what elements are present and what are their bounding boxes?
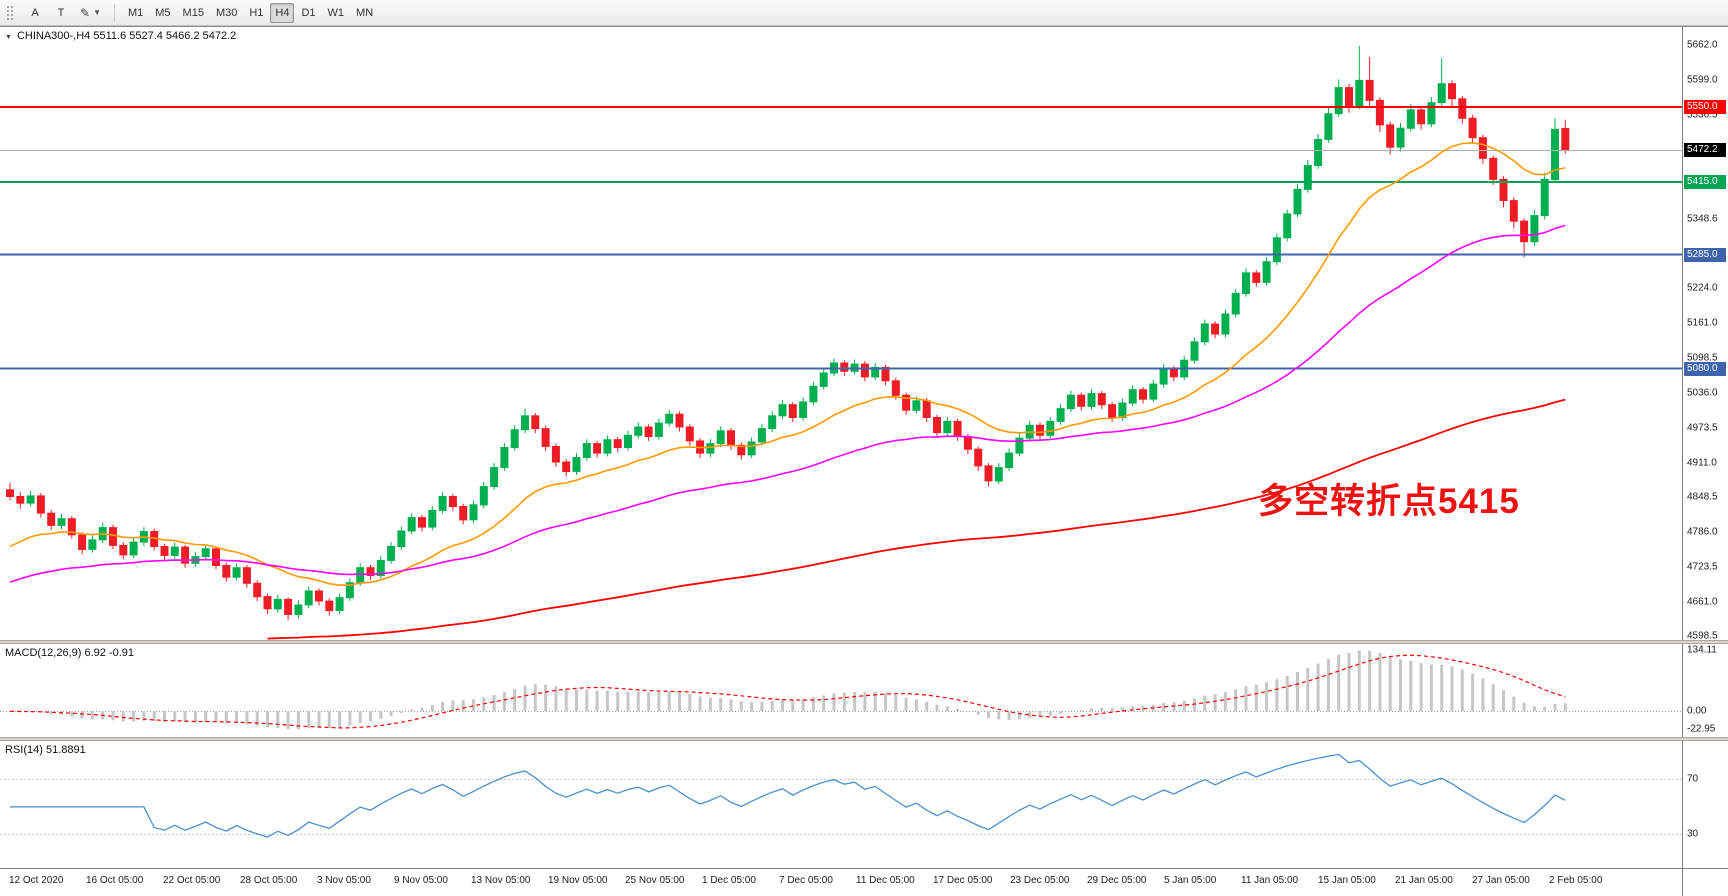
time-axis-label: 5 Jan 05:00	[1164, 875, 1217, 886]
time-axis-label: 28 Oct 05:00	[240, 875, 298, 886]
time-axis-label: 7 Dec 05:00	[779, 875, 833, 886]
price-axis-tick: 5599.0	[1687, 74, 1718, 86]
time-axis-label: 13 Nov 05:00	[471, 875, 531, 886]
chart-title-text: CHINA300-,H4 5511.6 5527.4 5466.2 5472.2	[16, 30, 237, 42]
price-panel: ▼ CHINA300-,H4 5511.6 5527.4 5466.2 5472…	[0, 27, 1728, 640]
time-axis-label: 2 Feb 05:00	[1549, 875, 1603, 886]
price-axis-tick: 5161.0	[1687, 317, 1718, 329]
time-axis-label: 11 Jan 05:00	[1241, 875, 1299, 886]
rsi-chart-plot[interactable]	[0, 741, 1682, 868]
rsi-panel: RSI(14) 51.8891 70 30	[0, 741, 1728, 868]
timeframe-m15-button[interactable]: M15	[182, 6, 204, 19]
price-axis-tick: 5036.0	[1687, 387, 1718, 399]
time-axis-label: 11 Dec 05:00	[856, 875, 915, 886]
price-axis-tick: 5348.6	[1687, 213, 1718, 225]
price-level-badge: 5550.0	[1684, 100, 1726, 115]
price-axis-tick: 5662.0	[1687, 39, 1718, 51]
rsi-axis-tick: 70	[1687, 773, 1699, 785]
price-axis-tick: 5224.0	[1687, 282, 1718, 294]
time-axis-label: 17 Dec 05:00	[933, 875, 993, 886]
macd-label: MACD(12,26,9) 6.92 -0.91	[5, 647, 135, 659]
macd-axis-tick: -22.95	[1687, 723, 1716, 735]
price-axis-tick: 5536.5	[1687, 109, 1718, 121]
timeframe-d1-button[interactable]: D1	[301, 6, 316, 19]
chart-annotation[interactable]: 多空转折点5415	[1258, 482, 1520, 521]
time-axis[interactable]: 12 Oct 2020 16 Oct 05:00 22 Oct 05:00 28 Oc…	[0, 868, 1728, 896]
price-level-badge: 5080.0	[1684, 361, 1726, 376]
panel-splitter[interactable]	[0, 640, 1728, 644]
chart-window: ▼ CHINA300-,H4 5511.6 5527.4 5466.2 5472…	[0, 26, 1728, 896]
macd-axis-tick: 134.11	[1687, 644, 1717, 656]
rsi-label: RSI(14) 51.8891	[5, 744, 86, 756]
cursor-tool-button[interactable]: A	[31, 6, 39, 19]
macd-panel: MACD(12,26,9) 6.92 -0.91 134.11 0.00 -22.9…	[0, 644, 1728, 737]
macd-axis[interactable]: 134.11 0.00 -22.95	[1682, 644, 1728, 737]
time-axis-label: 23 Dec 05:00	[1010, 875, 1070, 886]
price-axis-tick: 4848.5	[1687, 491, 1718, 503]
price-axis-tick: 4661.0	[1687, 596, 1718, 608]
toolbar: A T ✎ ▼ M1 M5 M15 M30 H1 H4 D1 W1 MN	[0, 0, 1728, 26]
time-axis-label: 15 Jan 05:00	[1318, 875, 1376, 886]
price-axis-tick: 4786.0	[1687, 526, 1718, 538]
time-axis-label: 3 Nov 05:00	[317, 875, 371, 886]
timeframe-h1-button[interactable]: H1	[249, 6, 264, 19]
timeframe-mn-button[interactable]: MN	[356, 6, 374, 19]
time-axis-label: 9 Nov 05:00	[394, 875, 448, 886]
timeframe-h4-button[interactable]: H4	[270, 2, 295, 23]
price-axis-tick: 4973.5	[1687, 422, 1718, 434]
drawing-tool-button[interactable]: ✎ ▼	[75, 3, 106, 23]
price-level-badge: 5472.2	[1684, 143, 1726, 158]
time-axis-label: 22 Oct 05:00	[163, 875, 221, 886]
chart-title: ▼ CHINA300-,H4 5511.6 5527.4 5466.2 5472…	[5, 30, 236, 42]
timeframe-m5-button[interactable]: M5	[155, 6, 171, 19]
macd-chart-plot[interactable]	[0, 644, 1682, 737]
timeframe-m30-button[interactable]: M30	[215, 6, 238, 19]
toolbar-drag-handle[interactable]	[6, 4, 15, 21]
price-axis-tick: 5098.5	[1687, 352, 1718, 364]
timeframe-m1-button[interactable]: M1	[127, 6, 144, 19]
time-axis-label: 27 Jan 05:00	[1472, 875, 1530, 886]
text-tool-button[interactable]: T	[57, 6, 65, 19]
time-axis-label: 12 Oct 2020	[9, 875, 64, 886]
price-axis-tick: 4723.5	[1687, 561, 1718, 573]
price-axis-tick: 4598.5	[1687, 630, 1718, 640]
price-axis-tick: 4911.0	[1687, 457, 1717, 469]
price-chart-plot[interactable]	[0, 27, 1682, 640]
rsi-axis-tick: 30	[1687, 828, 1699, 840]
price-level-badge: 5285.0	[1684, 247, 1726, 262]
panel-splitter[interactable]	[0, 737, 1728, 741]
price-axis[interactable]: 5662.05599.05536.55474.05411.55348.65286…	[1682, 27, 1728, 640]
toolbar-separator	[113, 3, 115, 22]
time-axis-label: 16 Oct 05:00	[86, 875, 144, 886]
timeframe-w1-button[interactable]: W1	[327, 6, 345, 19]
chart-dropdown-icon[interactable]: ▼	[5, 33, 12, 41]
chevron-down-icon: ▼	[93, 8, 101, 17]
time-axis-label: 21 Jan 05:00	[1395, 875, 1453, 886]
time-axis-label: 19 Nov 05:00	[548, 875, 608, 886]
rsi-axis[interactable]: 70 30	[1682, 741, 1728, 868]
time-axis-label: 1 Dec 05:00	[702, 875, 756, 886]
macd-axis-tick: 0.00	[1687, 705, 1707, 717]
price-level-badge: 5415.0	[1684, 175, 1726, 190]
time-axis-label: 29 Dec 05:00	[1087, 875, 1147, 886]
pencil-icon: ✎	[80, 5, 91, 20]
axis-divider	[1682, 869, 1683, 896]
time-axis-label: 25 Nov 05:00	[625, 875, 685, 886]
